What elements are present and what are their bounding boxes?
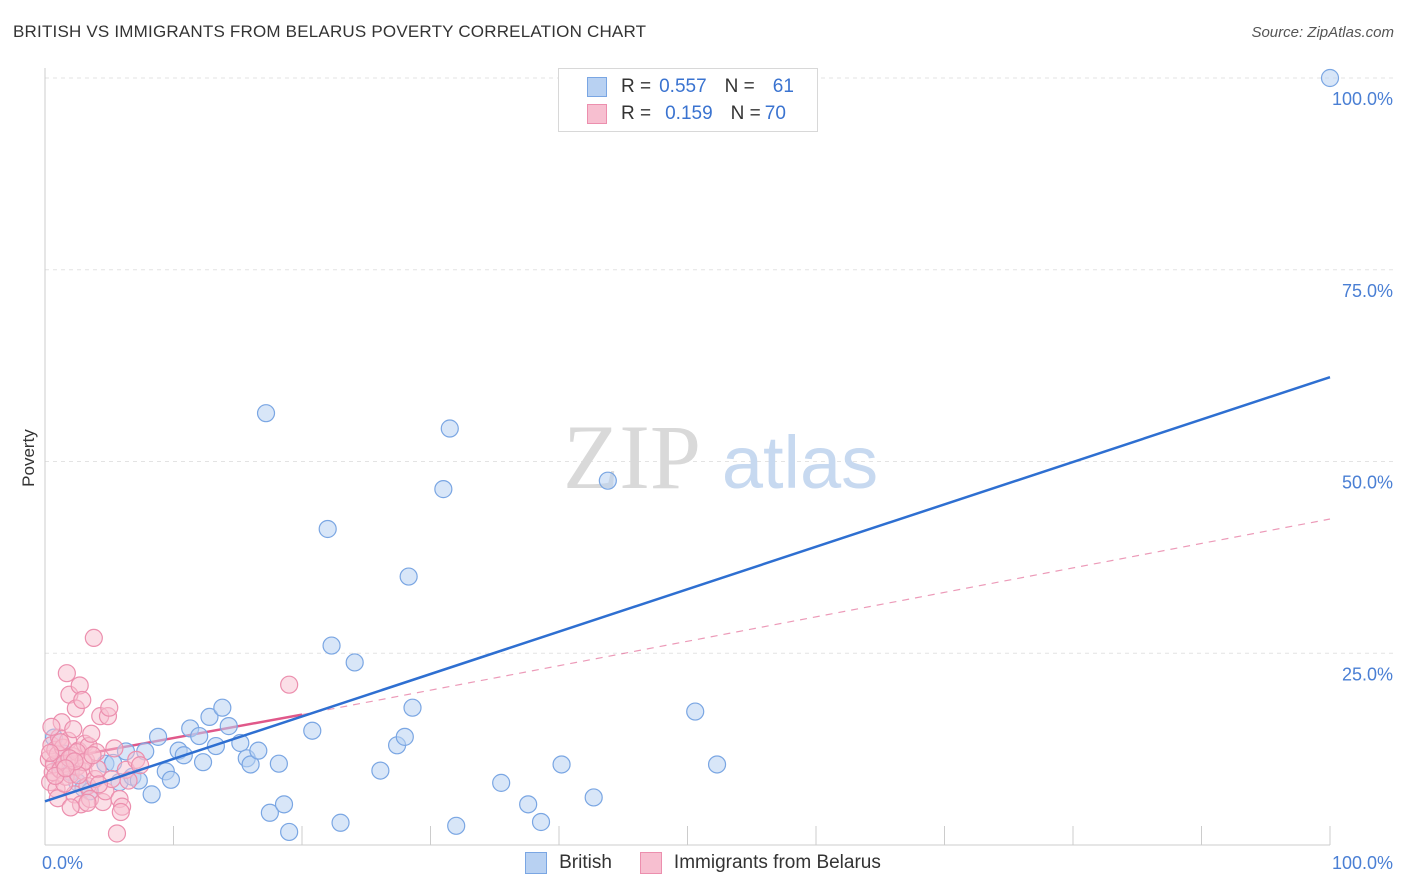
british-point [440, 419, 459, 438]
source-credit: Source: ZipAtlas.com [1251, 24, 1394, 41]
british-point [190, 726, 209, 746]
belarus-n-value: 70 [764, 103, 786, 124]
british-point [280, 822, 299, 842]
legend-item-belarus[interactable]: Immigrants from Belarus [639, 852, 881, 874]
stats-legend: R = 0.557 N = 61 R = 0.159 N = 70 [558, 68, 818, 132]
british-point [269, 754, 288, 773]
legend-item-british[interactable]: British [525, 852, 612, 874]
belarus-point [83, 746, 102, 765]
british-point [399, 567, 418, 586]
legend-row-british: R = 0.557 N = 61 [587, 74, 794, 100]
british-point [200, 707, 219, 727]
belarus-trend-extension [301, 518, 1331, 716]
british-point [241, 755, 260, 774]
british-point [1320, 68, 1340, 88]
belarus-point [73, 690, 92, 710]
x-tick-label: 0.0% [42, 853, 83, 873]
belarus-point [41, 743, 60, 763]
chart-title: BRITISH VS IMMIGRANTS FROM BELARUS POVER… [13, 22, 647, 41]
british-n-label: N = [724, 76, 755, 97]
belarus-point [84, 628, 103, 648]
british-point [371, 761, 390, 780]
watermark: ZIP atlas [563, 406, 878, 508]
british-legend-label: British [559, 852, 612, 873]
axes [44, 68, 1331, 846]
british-point [447, 816, 466, 835]
british-point [552, 755, 571, 774]
belarus-point [42, 717, 61, 736]
british-point [322, 636, 341, 655]
british-point [492, 773, 511, 792]
axis-labels: 25.0% 50.0% 75.0% 100.0% 0.0% 100.0% [42, 89, 1393, 873]
belarus-n-label: N = [730, 103, 761, 124]
y-tick-label: 50.0% [1342, 473, 1393, 493]
x-tick-label: 100.0% [1332, 853, 1393, 873]
british-point [403, 698, 422, 717]
british-r-label: R = [621, 76, 652, 97]
y-axis-label: Poverty [19, 429, 38, 487]
british-point [303, 721, 322, 740]
legend-row-belarus: R = 0.159 N = 70 [587, 101, 786, 127]
british-point [331, 813, 350, 832]
british-n-value: 61 [772, 76, 794, 97]
belarus-r-value: 0.159 [665, 103, 713, 124]
belarus-legend-swatch [639, 852, 662, 874]
british-point [434, 480, 453, 499]
british-point [148, 727, 168, 746]
british-point [161, 770, 181, 789]
british-point [519, 795, 538, 814]
british-trend-line [44, 375, 1331, 803]
belarus-point [64, 720, 83, 739]
british-trend [44, 375, 1331, 803]
watermark-atlas: atlas [722, 421, 878, 504]
british-point [274, 795, 294, 814]
belarus-point [56, 759, 75, 778]
british-point [142, 785, 161, 804]
belarus-legend-label: Immigrants from Belarus [673, 852, 881, 873]
series-legend: British Immigrants from Belarus [0, 852, 1406, 874]
belarus-points [39, 628, 299, 843]
british-point [598, 471, 617, 490]
y-tick-label: 75.0% [1342, 281, 1393, 301]
british-point [707, 755, 727, 774]
british-legend-swatch [525, 852, 548, 874]
british-point [256, 404, 276, 423]
british-point [318, 519, 337, 539]
british-point [260, 803, 279, 822]
belarus-point [111, 802, 130, 822]
british-point [213, 698, 232, 717]
belarus-point [82, 724, 101, 743]
british-point [345, 653, 364, 672]
y-tick-label: 100.0% [1332, 89, 1393, 109]
belarus-point [105, 739, 124, 758]
belarus-point [107, 824, 127, 843]
british-r-value: 0.557 [659, 76, 707, 97]
belarus-point [280, 675, 299, 694]
belarus-point [57, 664, 76, 683]
british-point [219, 717, 238, 736]
british-point [686, 702, 705, 721]
belarus-point [100, 698, 119, 717]
british-point [395, 727, 414, 746]
british-point [249, 741, 268, 760]
y-tick-label: 25.0% [1342, 664, 1393, 684]
british-point [531, 812, 551, 832]
british-point [193, 753, 213, 772]
belarus-point [61, 798, 80, 817]
belarus-swatch [587, 104, 607, 124]
watermark-zip: ZIP [563, 406, 701, 508]
grid-lines [45, 77, 1395, 654]
belarus-point [78, 793, 97, 812]
british-swatch [587, 77, 607, 97]
british-point [584, 788, 603, 807]
belarus-r-label: R = [621, 103, 652, 124]
